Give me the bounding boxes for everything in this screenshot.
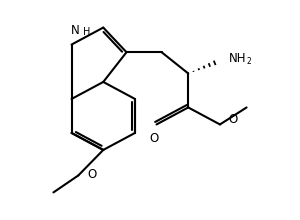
Text: H: H [83,27,91,37]
Text: 2: 2 [246,57,251,66]
Text: N: N [71,24,80,37]
Text: O: O [149,132,158,145]
Polygon shape [188,58,221,74]
Text: O: O [87,167,97,181]
Text: O: O [228,113,237,126]
Text: NH: NH [229,52,246,65]
